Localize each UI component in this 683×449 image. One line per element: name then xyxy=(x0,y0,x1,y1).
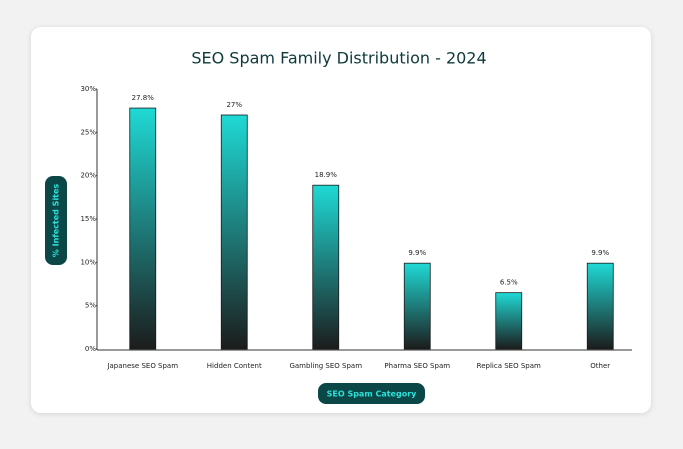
y-tick-label: 30% xyxy=(80,85,96,93)
y-tick-label: 0% xyxy=(85,345,96,353)
x-tick-label: Other xyxy=(590,362,610,370)
y-tick-label: 25% xyxy=(80,128,96,136)
y-label-pill xyxy=(45,176,67,265)
x-tick-label: Hidden Content xyxy=(207,362,262,370)
x-label-pill xyxy=(318,383,425,404)
y-tick-label: 20% xyxy=(80,172,96,180)
x-tick-label: Gambling SEO Spam xyxy=(289,362,362,370)
value-label: 18.9% xyxy=(315,171,338,179)
value-label: 27.8% xyxy=(132,94,155,102)
y-tick-label: 15% xyxy=(80,215,96,223)
x-tick-label: Pharma SEO Spam xyxy=(384,362,450,370)
y-tick-label: 10% xyxy=(80,258,96,266)
value-label: 9.9% xyxy=(408,249,426,257)
x-axis-label: SEO Spam Category xyxy=(327,390,418,399)
bar xyxy=(312,184,340,350)
chart-title: SEO Spam Family Distribution - 2024 xyxy=(191,49,486,68)
bar xyxy=(220,114,248,350)
value-label: 6.5% xyxy=(500,279,518,287)
value-label: 9.9% xyxy=(591,249,609,257)
bar xyxy=(129,107,157,350)
bar xyxy=(586,262,614,350)
y-axis-label: % Infected Sites xyxy=(52,184,61,258)
x-tick-label: Replica SEO Spam xyxy=(477,362,541,370)
value-label: 27% xyxy=(226,101,242,109)
y-tick-label: 5% xyxy=(85,302,96,310)
x-tick-label: Japanese SEO Spam xyxy=(106,362,178,370)
bar xyxy=(495,292,523,350)
bar xyxy=(403,262,431,350)
